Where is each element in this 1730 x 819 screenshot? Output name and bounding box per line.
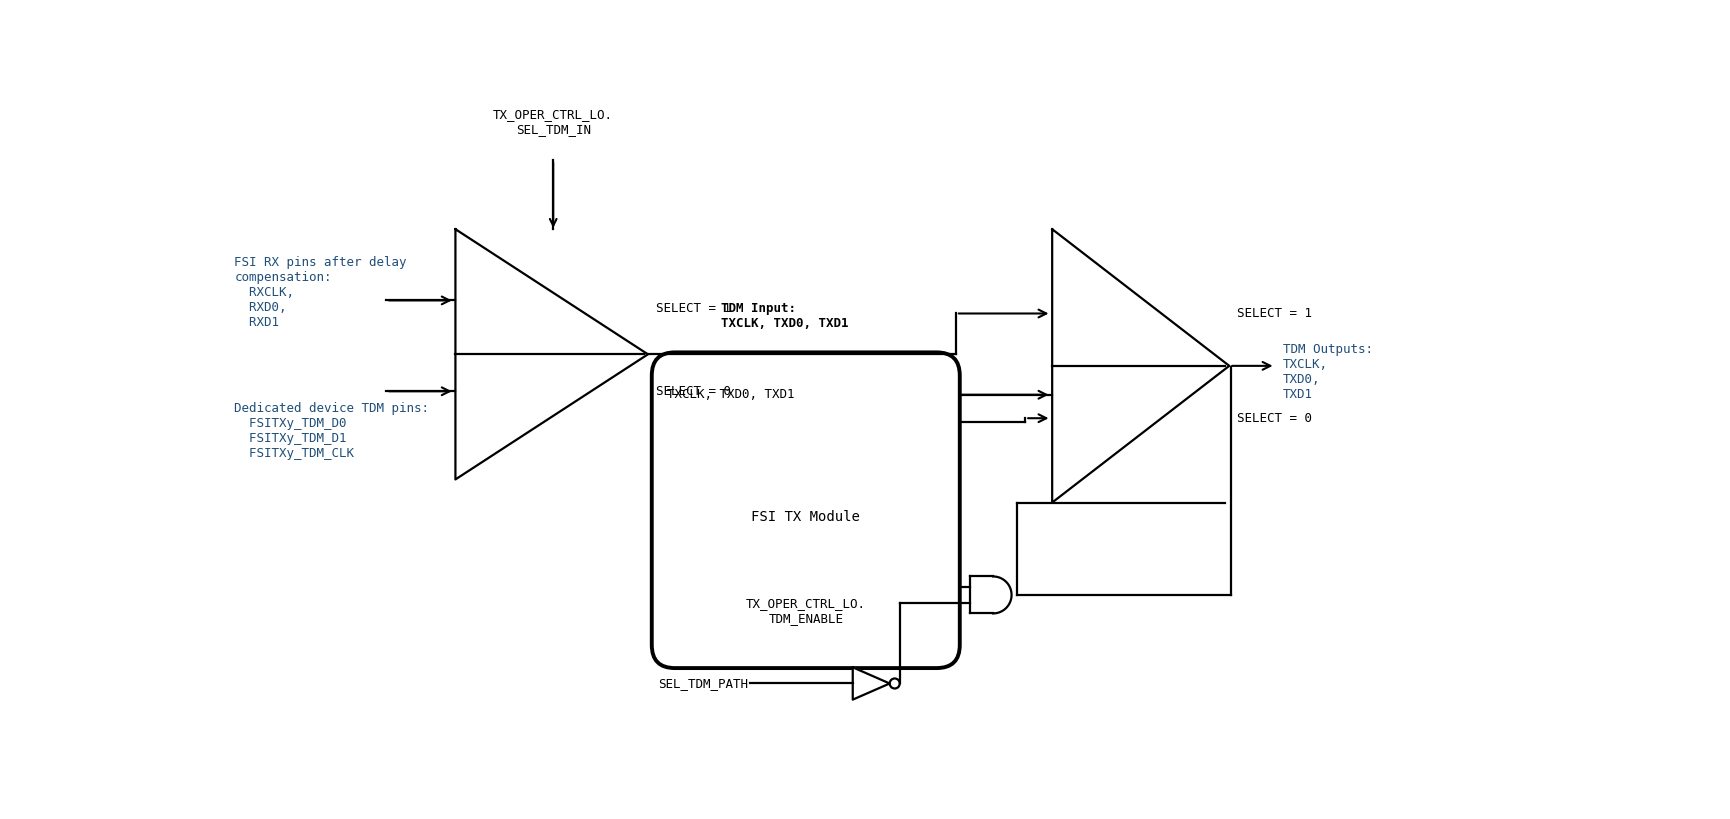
Polygon shape — [853, 667, 889, 699]
FancyBboxPatch shape — [652, 352, 960, 668]
Text: FSI TX Module: FSI TX Module — [751, 509, 860, 523]
Text: FSI RX pins after delay
compensation:
  RXCLK,
  RXD0,
  RXD1: FSI RX pins after delay compensation: RX… — [235, 256, 407, 329]
Text: TDM Input:
TXCLK, TXD0, TXD1: TDM Input: TXCLK, TXD0, TXD1 — [721, 302, 849, 330]
Text: TXCLK, TXD0, TXD1: TXCLK, TXD0, TXD1 — [668, 388, 794, 401]
Text: TX_OPER_CTRL_LO.
SEL_TDM_IN: TX_OPER_CTRL_LO. SEL_TDM_IN — [493, 108, 612, 136]
Text: SEL_TDM_PATH: SEL_TDM_PATH — [657, 677, 747, 690]
Polygon shape — [971, 577, 1012, 613]
Polygon shape — [455, 229, 649, 479]
Text: TDM Outputs:
TXCLK,
TXD0,
TXD1: TDM Outputs: TXCLK, TXD0, TXD1 — [1284, 343, 1374, 400]
Text: TX_OPER_CTRL_LO.
TDM_ENABLE: TX_OPER_CTRL_LO. TDM_ENABLE — [746, 597, 865, 625]
Text: SELECT = 1: SELECT = 1 — [1237, 307, 1311, 320]
Text: Dedicated device TDM pins:
  FSITXy_TDM_D0
  FSITXy_TDM_D1
  FSITXy_TDM_CLK: Dedicated device TDM pins: FSITXy_TDM_D0… — [235, 402, 429, 460]
Text: SELECT = 0: SELECT = 0 — [1237, 412, 1311, 425]
Text: SELECT = 1: SELECT = 1 — [656, 301, 730, 314]
Polygon shape — [1052, 229, 1230, 503]
Text: SELECT = 0: SELECT = 0 — [656, 385, 730, 398]
